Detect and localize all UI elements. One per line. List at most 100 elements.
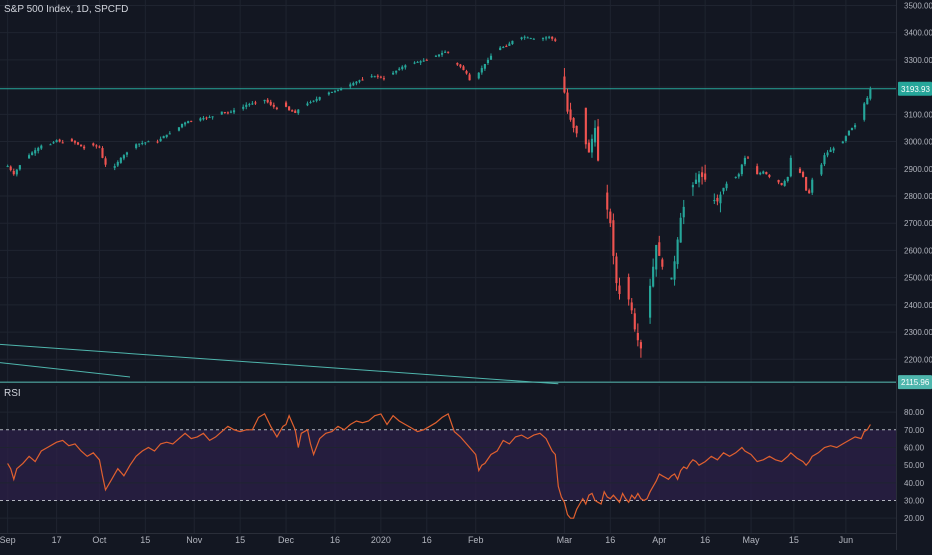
x-tick-label: Apr <box>652 535 666 545</box>
chart-legend-title[interactable]: S&P 500 Index, 1D, SPCFD <box>4 4 129 15</box>
candle-body <box>655 244 658 270</box>
candle-body <box>759 172 762 175</box>
candle-body <box>27 155 31 159</box>
candle-body <box>866 97 869 105</box>
x-tick-label: Mar <box>557 535 573 545</box>
candle-body <box>676 239 679 265</box>
candle-body <box>532 38 535 40</box>
candle-body <box>563 76 566 93</box>
candle-body <box>58 139 61 142</box>
candle-body <box>526 37 529 39</box>
candle-body <box>869 88 872 99</box>
rsi-tick-label: 60.00 <box>904 443 925 452</box>
candle-body <box>529 38 532 40</box>
candle-body <box>92 143 95 146</box>
candle-body <box>416 61 419 63</box>
candle-body <box>156 141 159 143</box>
candle-body <box>263 99 266 102</box>
candle-body <box>661 259 664 267</box>
candle-body <box>437 54 441 57</box>
candle-body <box>719 194 722 204</box>
candle-body <box>205 117 208 119</box>
candle-body <box>199 118 202 121</box>
candle-body <box>597 126 600 161</box>
candle-body <box>615 256 618 284</box>
candle-body <box>630 302 633 311</box>
candle-body <box>223 111 226 113</box>
candle-body <box>823 155 826 165</box>
candle-body <box>79 144 83 147</box>
candle-body <box>413 62 416 64</box>
candle-body <box>569 109 572 120</box>
candle-body <box>333 91 337 93</box>
candle-body <box>52 142 55 144</box>
candle-body <box>284 102 288 107</box>
candle-body <box>392 72 395 75</box>
candle-body <box>361 79 364 81</box>
candle-body <box>184 122 187 125</box>
candle-body <box>76 142 80 145</box>
x-tick-label: Nov <box>186 535 203 545</box>
candle-body <box>820 164 823 175</box>
candle-body <box>798 168 802 173</box>
candle-body <box>101 148 104 158</box>
candle-body <box>251 103 254 105</box>
candle-body <box>682 206 685 218</box>
candle-body <box>811 179 814 193</box>
price-label-box <box>898 81 932 96</box>
candle-body <box>187 121 190 124</box>
y-tick-label: 2400.00 <box>904 301 932 310</box>
trendline <box>0 343 559 385</box>
candle-body <box>379 76 382 78</box>
candle-body <box>780 183 783 186</box>
x-tick-label: Oct <box>92 535 107 545</box>
candle-body <box>477 72 480 79</box>
candle-body <box>465 71 468 74</box>
x-tick-label: 16 <box>330 535 340 545</box>
time-axis-border <box>0 533 896 534</box>
candle-body <box>370 76 373 78</box>
candle-body <box>202 117 205 120</box>
x-tick-label: 16 <box>422 535 432 545</box>
candle-body <box>691 185 694 188</box>
candle-body <box>716 197 719 202</box>
candle-body <box>844 136 847 141</box>
price-label-text: 2115.96 <box>901 378 930 387</box>
candle-body <box>113 166 116 168</box>
candle-body <box>312 100 315 102</box>
candle-body <box>746 157 750 159</box>
candle-body <box>349 84 352 87</box>
candle-body <box>138 143 141 145</box>
candle-body <box>404 65 407 68</box>
rsi-panel-label[interactable]: RSI <box>4 388 21 399</box>
candle-body <box>618 285 621 294</box>
y-tick-label: 2600.00 <box>904 246 932 255</box>
candle-body <box>18 165 21 170</box>
candle-body <box>587 142 590 153</box>
candle-body <box>590 138 594 153</box>
candle-body <box>147 141 150 143</box>
candle-body <box>336 89 340 91</box>
candle-body <box>697 174 701 183</box>
candle-body <box>401 66 404 70</box>
candle-body <box>177 127 181 131</box>
candle-body <box>673 261 676 280</box>
candle-body <box>704 173 707 180</box>
candle-body <box>508 43 511 46</box>
x-tick-label: 15 <box>235 535 245 545</box>
candle-body <box>805 176 808 191</box>
candle-body <box>593 127 597 143</box>
candle-body <box>575 126 578 134</box>
candle-body <box>165 134 168 137</box>
price-label-text: 3193.93 <box>901 85 930 94</box>
candle-body <box>444 51 447 53</box>
rsi-line <box>7 413 871 519</box>
candle-body <box>434 55 438 57</box>
candle-body <box>309 102 312 104</box>
x-tick-label: Feb <box>468 535 484 545</box>
candle-body <box>40 145 43 149</box>
x-tick-label: 15 <box>789 535 799 545</box>
candle-body <box>551 36 554 39</box>
